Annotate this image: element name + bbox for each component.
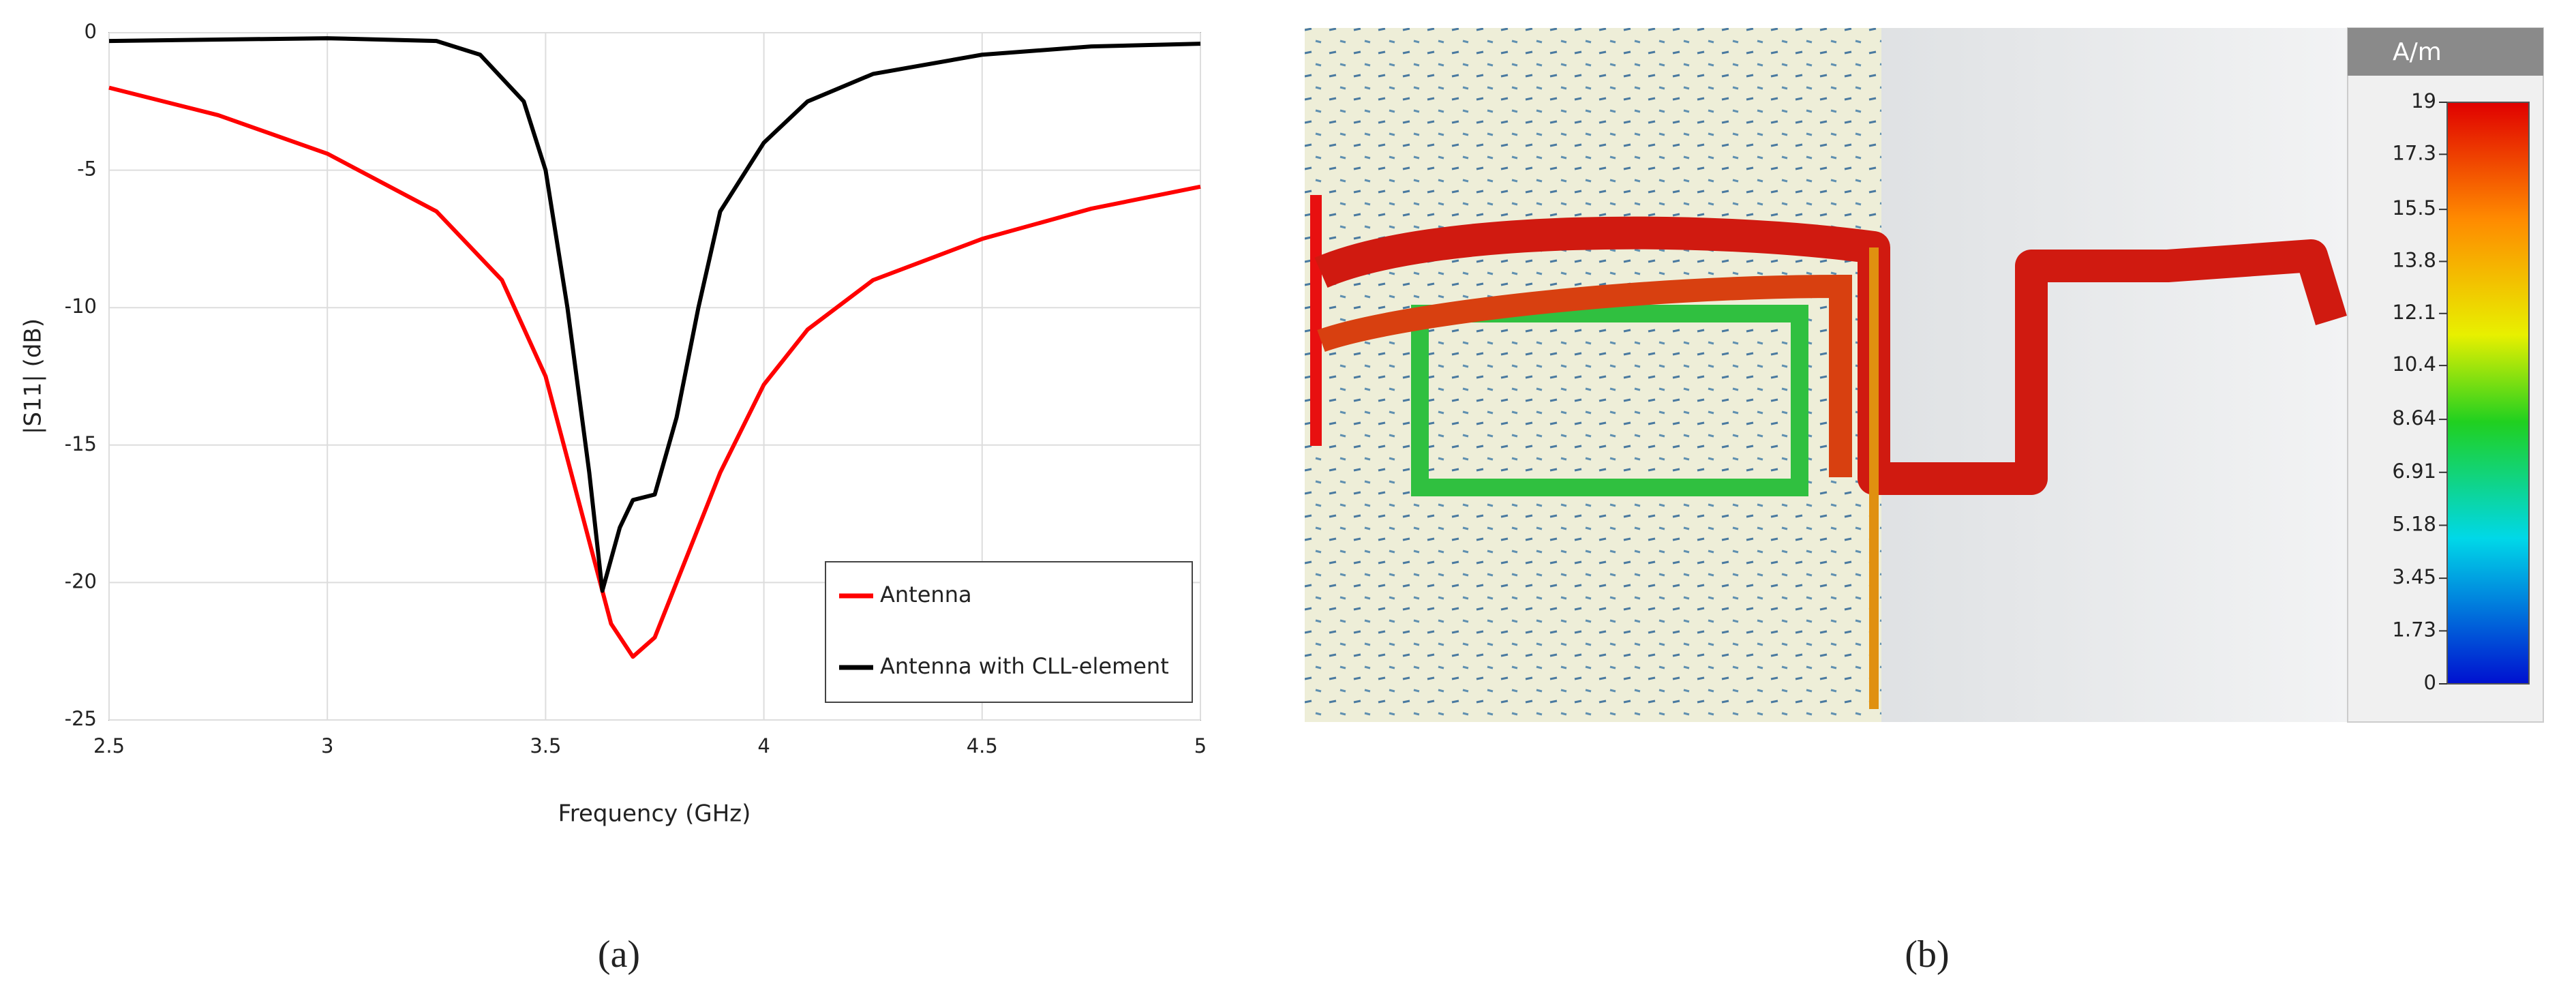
colorbar-tick-label: 5.18 xyxy=(2392,512,2436,535)
s11-chart: Frequency (GHz) |S11| (dB) (a) xyxy=(20,32,1201,976)
x-tick-label: 5 xyxy=(1194,734,1207,757)
colorbar-tick-label: 8.64 xyxy=(2392,406,2436,430)
colorbar-tick-label: 19 xyxy=(2411,89,2436,112)
current-distribution: A/m (b) xyxy=(1305,27,2544,976)
colorbar-tick-label: 13.8 xyxy=(2392,248,2436,271)
field-arrows xyxy=(1305,28,1881,722)
y-tick-label: -25 xyxy=(65,707,97,730)
x-tick-label: 3.5 xyxy=(530,734,561,757)
colorbar-tick-label: 15.5 xyxy=(2392,196,2436,220)
caption: (b) xyxy=(1905,933,1949,976)
colorbar xyxy=(2446,102,2530,685)
colorbar-tick-label: 3.45 xyxy=(2392,565,2436,588)
colorbar-tick-label: 6.91 xyxy=(2392,460,2436,483)
y-axis-title: |S11| (dB) xyxy=(20,318,47,434)
colorbar-tick-label: 10.4 xyxy=(2392,352,2436,376)
legend-label: Antenna xyxy=(880,582,972,607)
x-tick-label: 4 xyxy=(757,734,770,757)
y-tick-label: -5 xyxy=(77,157,97,181)
colorbar-tick-label: 17.3 xyxy=(2392,141,2436,164)
x-tick-label: 4.5 xyxy=(967,734,998,757)
current-path xyxy=(1314,216,2347,495)
y-tick-label: -10 xyxy=(65,295,97,318)
y-tick-label: -20 xyxy=(65,569,97,592)
current-path xyxy=(1317,274,1852,477)
series-line xyxy=(108,85,1201,659)
x-axis-title: Frequency (GHz) xyxy=(558,800,751,828)
y-tick-label: 0 xyxy=(85,20,97,43)
inner-loop xyxy=(1411,305,1808,496)
colorbar-tick-label: 12.1 xyxy=(2392,301,2436,324)
y-tick-label: -15 xyxy=(65,432,97,455)
caption: (a) xyxy=(598,933,640,976)
x-tick-label: 3 xyxy=(321,734,333,757)
colorbar-tick-label: 0 xyxy=(2424,671,2436,694)
colorbar-unit: A/m xyxy=(2393,38,2442,66)
colorbar-tick-label: 1.73 xyxy=(2392,618,2436,641)
legend xyxy=(825,561,1193,703)
unit-header xyxy=(2348,28,2543,76)
series-line xyxy=(108,36,1201,593)
feed xyxy=(1310,195,1322,446)
x-tick-label: 2.5 xyxy=(93,734,125,757)
legend-label: Antenna with CLL-element xyxy=(880,653,1169,679)
